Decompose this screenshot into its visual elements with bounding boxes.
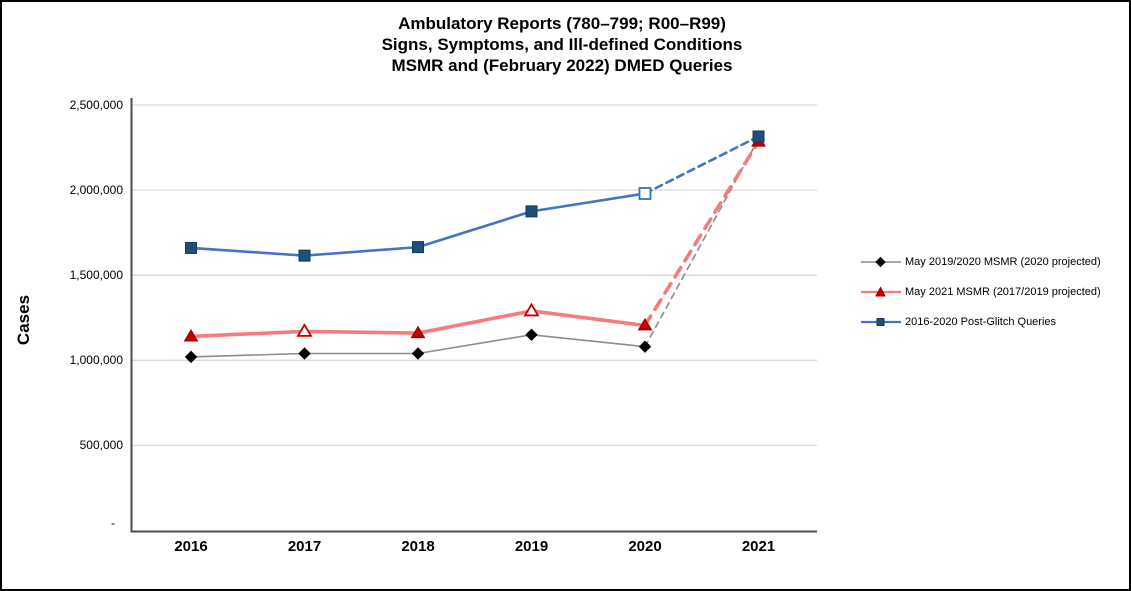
- series-1-marker-2019: [523, 302, 540, 317]
- legend-sample-2: [860, 315, 902, 329]
- y-axis-title: Cases: [14, 294, 33, 346]
- series-0-marker-2016: [184, 350, 198, 364]
- legend-label-0: May 2019/2020 MSMR (2020 projected): [905, 256, 1101, 268]
- series-1-marker-2017: [296, 323, 313, 337]
- series-1-segment-1: [302, 329, 420, 335]
- series-0-marker-2020: [638, 340, 652, 353]
- series-1-segment-4: [643, 139, 761, 328]
- legend-marker-square-icon: [876, 318, 885, 326]
- chart-title-line-2: Signs, Symptoms, and Ill-defined Conditi…: [381, 35, 743, 54]
- legend-label-1: May 2021 MSMR (2017/2019 projected): [905, 286, 1101, 298]
- legend-sample-svg-1: [861, 286, 901, 297]
- chart-title-line-1: Ambulatory Reports (780–799; R00–R99): [398, 14, 726, 33]
- xtick-label-2021: 2021: [741, 538, 776, 555]
- series-2-segment-1: [303, 245, 420, 257]
- legend-item-msmr-2021: May 2021 MSMR (2017/2019 projected): [860, 284, 1101, 300]
- series-0-segment-4: [644, 138, 760, 348]
- legend-sample-1: [860, 285, 902, 299]
- legend-sample-svg-0: [861, 256, 901, 268]
- series-2-segment-3: [530, 192, 647, 213]
- xtick-label-2016: 2016: [174, 538, 208, 555]
- legend-marker-triangle-icon: [875, 286, 886, 297]
- legend-marker-diamond-icon: [875, 256, 886, 268]
- legend-label-2: 2016-2020 Post-Glitch Queries: [905, 316, 1057, 328]
- series-1-segment-2: [416, 309, 534, 335]
- series-2-segment-4: [643, 135, 760, 195]
- chart-title: Ambulatory Reports (780–799; R00–R99) Si…: [2, 13, 1122, 76]
- legend-item-msmr-2020: May 2019/2020 MSMR (2020 projected): [860, 254, 1101, 270]
- legend-item-postglitch: 2016-2020 Post-Glitch Queries: [860, 314, 1056, 330]
- legend-sample-0: [860, 255, 902, 269]
- series-2-marker-2020: [638, 187, 652, 200]
- series-2-marker-2016: [185, 241, 197, 254]
- ytick-label-1500000: 1,500,000: [69, 268, 123, 282]
- series-2-marker-2017: [298, 249, 311, 262]
- series-1-marker-2018: [410, 325, 426, 339]
- series-1-segment-0: [189, 329, 307, 339]
- series-1-segment-3: [529, 309, 647, 328]
- series-0-segment-0: [190, 352, 306, 358]
- ytick-label-1000000: 1,000,000: [69, 353, 123, 367]
- series-0-marker-2018: [411, 347, 425, 360]
- xtick-label-2020: 2020: [628, 538, 662, 555]
- ytick-label-2000000: 2,000,000: [69, 183, 123, 197]
- xtick-label-2017: 2017: [287, 538, 322, 555]
- series-2-marker-2021: [752, 130, 765, 143]
- legend-sample-svg-2: [861, 318, 901, 326]
- series-0-segment-3: [530, 333, 646, 348]
- series-2-segment-0: [189, 246, 306, 257]
- series-0-marker-2017: [298, 347, 311, 360]
- ytick-label-0: -: [111, 516, 115, 530]
- ytick-label-2500000: 2,500,000: [69, 98, 123, 112]
- ytick-label-500000: 500,000: [79, 438, 123, 452]
- series-1-marker-2020: [637, 317, 653, 331]
- xtick-label-2018: 2018: [401, 538, 435, 555]
- chart-title-line-3: MSMR and (February 2022) DMED Queries: [391, 56, 733, 75]
- xtick-label-2019: 2019: [514, 538, 549, 555]
- series-2-marker-2019: [525, 205, 538, 218]
- series-0-segment-2: [417, 333, 533, 355]
- series-2-marker-2018: [412, 241, 424, 254]
- series-1-marker-2016: [183, 328, 199, 342]
- series-0-marker-2019: [525, 328, 538, 341]
- series-2-segment-2: [416, 210, 533, 249]
